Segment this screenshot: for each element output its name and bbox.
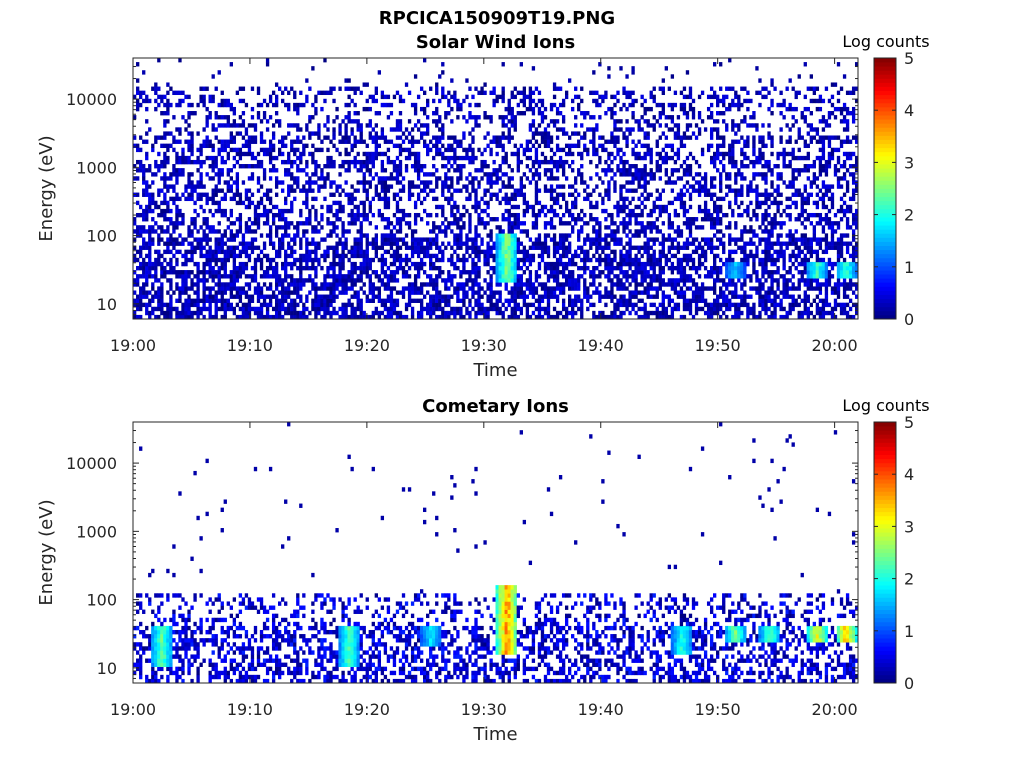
cometary-ions-panel: 19:00 19:10 19:20 19:30 19:40 19:50 20:0010100… [36, 396, 930, 745]
x-tick-label: 19:10 [227, 700, 273, 719]
solar-wind-ions-panel: 19:00 19:10 19:20 19:30 19:40 19:50 20:0010100… [36, 32, 930, 381]
colorbar-tick-label: 0 [904, 674, 914, 693]
colorbar-tick-label: 0 [904, 310, 914, 329]
y-tick-label: 10 [97, 659, 117, 678]
x-tick-label: 19:40 [578, 700, 624, 719]
x-axis-label: Time [472, 724, 517, 745]
y-tick-label: 10 [97, 295, 117, 314]
x-tick-label: 19:20 [344, 336, 390, 355]
heatmap-cells [133, 422, 859, 684]
colorbar-tick-label: 1 [904, 258, 914, 277]
x-tick-label: 20:00 [812, 336, 858, 355]
y-tick-label: 1000 [76, 522, 117, 541]
axes-box [132, 421, 859, 684]
x-tick-label: 19:30 [461, 700, 507, 719]
x-tick-label: 19:30 [461, 336, 507, 355]
x-tick-label: 19:40 [578, 336, 624, 355]
colorbar-label: Log counts [842, 32, 929, 51]
y-tick-label: 1000 [76, 158, 117, 177]
x-tick-label: 19:20 [344, 700, 390, 719]
y-tick-label: 100 [86, 591, 117, 610]
figure-title: RPCICA150909T19.PNG [379, 8, 615, 29]
colorbar-tick-label: 2 [904, 570, 914, 589]
heatmap-cells [133, 58, 859, 320]
axes-box [132, 57, 859, 320]
y-tick-label: 10000 [66, 90, 117, 109]
colorbar-tick-label: 3 [904, 153, 914, 172]
colorbar-tick-label: 5 [904, 49, 914, 68]
x-tick-label: 20:00 [812, 700, 858, 719]
colorbar-tick-label: 2 [904, 206, 914, 225]
colorbar-tick-label: 4 [904, 101, 914, 120]
y-axis-label: Energy (eV) [36, 135, 57, 241]
y-tick-label: 100 [86, 227, 117, 246]
y-axis-label: Energy (eV) [36, 499, 57, 605]
colorbar-label: Log counts [842, 396, 929, 415]
colorbar-tick-label: 1 [904, 622, 914, 641]
x-axis-label: Time [472, 360, 517, 381]
x-tick-label: 19:50 [695, 336, 741, 355]
colorbar-tick-label: 5 [904, 413, 914, 432]
x-tick-label: 19:00 [110, 336, 156, 355]
panel-title: Solar Wind Ions [416, 32, 575, 53]
panel-title: Cometary Ions [422, 396, 569, 417]
colorbar-tick-label: 3 [904, 517, 914, 536]
x-tick-label: 19:10 [227, 336, 273, 355]
y-tick-label: 10000 [66, 454, 117, 473]
x-tick-label: 19:00 [110, 700, 156, 719]
colorbar-tick-label: 4 [904, 465, 914, 484]
x-tick-label: 19:50 [695, 700, 741, 719]
